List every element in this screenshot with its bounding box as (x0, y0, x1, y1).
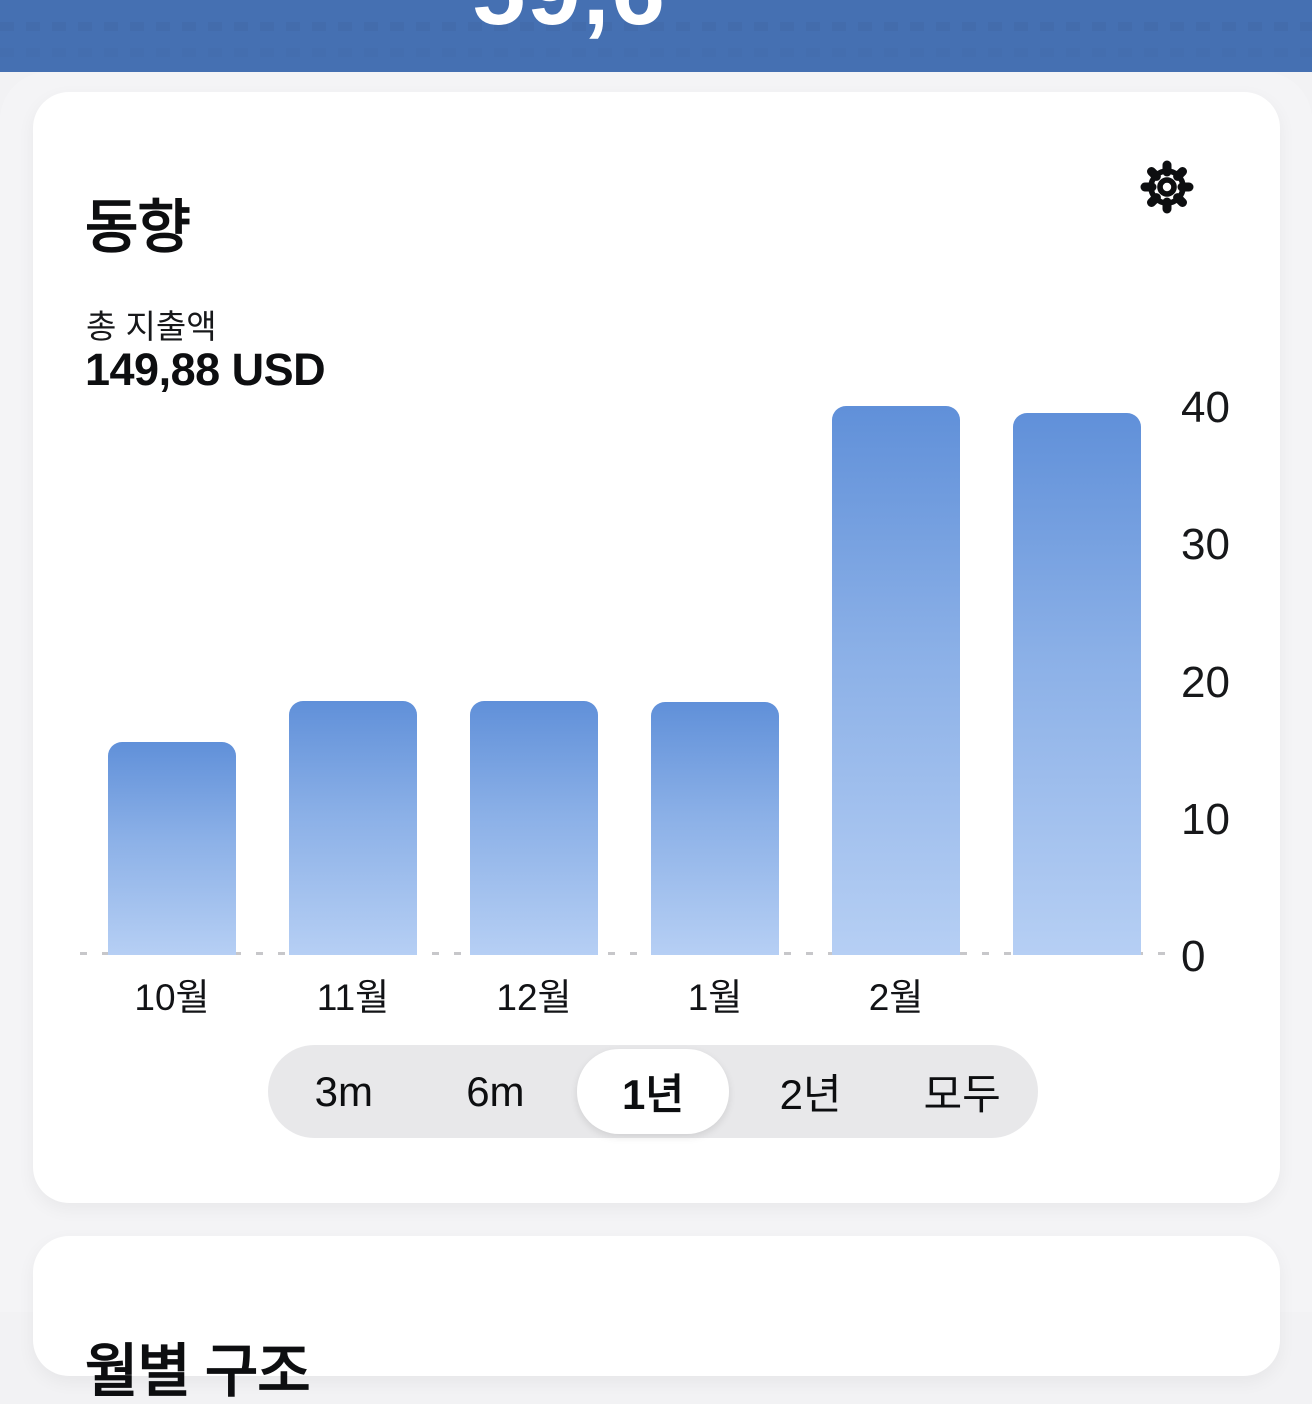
settings-button[interactable] (1136, 156, 1198, 218)
bar-10월[interactable] (108, 742, 236, 955)
monthly-structure-card: 월별 구조 (33, 1236, 1280, 1402)
y-axis-label: 40 (1181, 383, 1230, 432)
y-axis-label: 10 (1181, 794, 1230, 844)
gear-icon (1136, 160, 1198, 221)
x-axis-label: 2월 (868, 977, 924, 1018)
bar-1월[interactable] (651, 702, 779, 955)
x-axis-label: 12월 (496, 977, 572, 1018)
y-axis-label: 20 (1181, 657, 1230, 707)
period-option-6m[interactable]: 6m (420, 1049, 572, 1134)
total-spend-label: 총 지출액 (86, 308, 217, 345)
y-axis-label: 30 (1181, 520, 1230, 570)
x-axis-label: 10월 (134, 977, 210, 1018)
bar-2월[interactable] (832, 406, 960, 955)
header-texture (0, 22, 1312, 31)
period-option-3m[interactable]: 3m (268, 1049, 420, 1134)
header-texture (0, 48, 1312, 57)
period-option-1년[interactable]: 1년 (577, 1049, 729, 1134)
bar-chart: 0 10 20 30 40 10월 11월 12월 1월 2월 (33, 386, 1280, 1032)
header-amount-partial: 59,6 (472, 0, 667, 40)
chart-baseline (80, 952, 1165, 955)
period-selector: 3m 6m 1년 2년 모두 (268, 1045, 1038, 1138)
period-option-모두[interactable]: 모두 (886, 1049, 1038, 1134)
trends-card-title: 동향 (85, 195, 191, 261)
monthly-card-title: 월별 구조 (85, 1339, 311, 1404)
app-header: 59,6 (0, 0, 1312, 72)
bar-12월[interactable] (470, 701, 598, 955)
x-axis-label: 1월 (687, 977, 743, 1018)
period-option-2년[interactable]: 2년 (735, 1049, 887, 1134)
total-spend-value: 149,88 USD (85, 344, 326, 395)
bar-col6[interactable] (1013, 413, 1141, 955)
bar-11월[interactable] (289, 701, 417, 955)
x-axis-label: 11월 (316, 977, 390, 1018)
y-axis-label: 0 (1181, 932, 1206, 981)
trends-card: 동향 총 지출액 149,88 US (33, 92, 1280, 1203)
